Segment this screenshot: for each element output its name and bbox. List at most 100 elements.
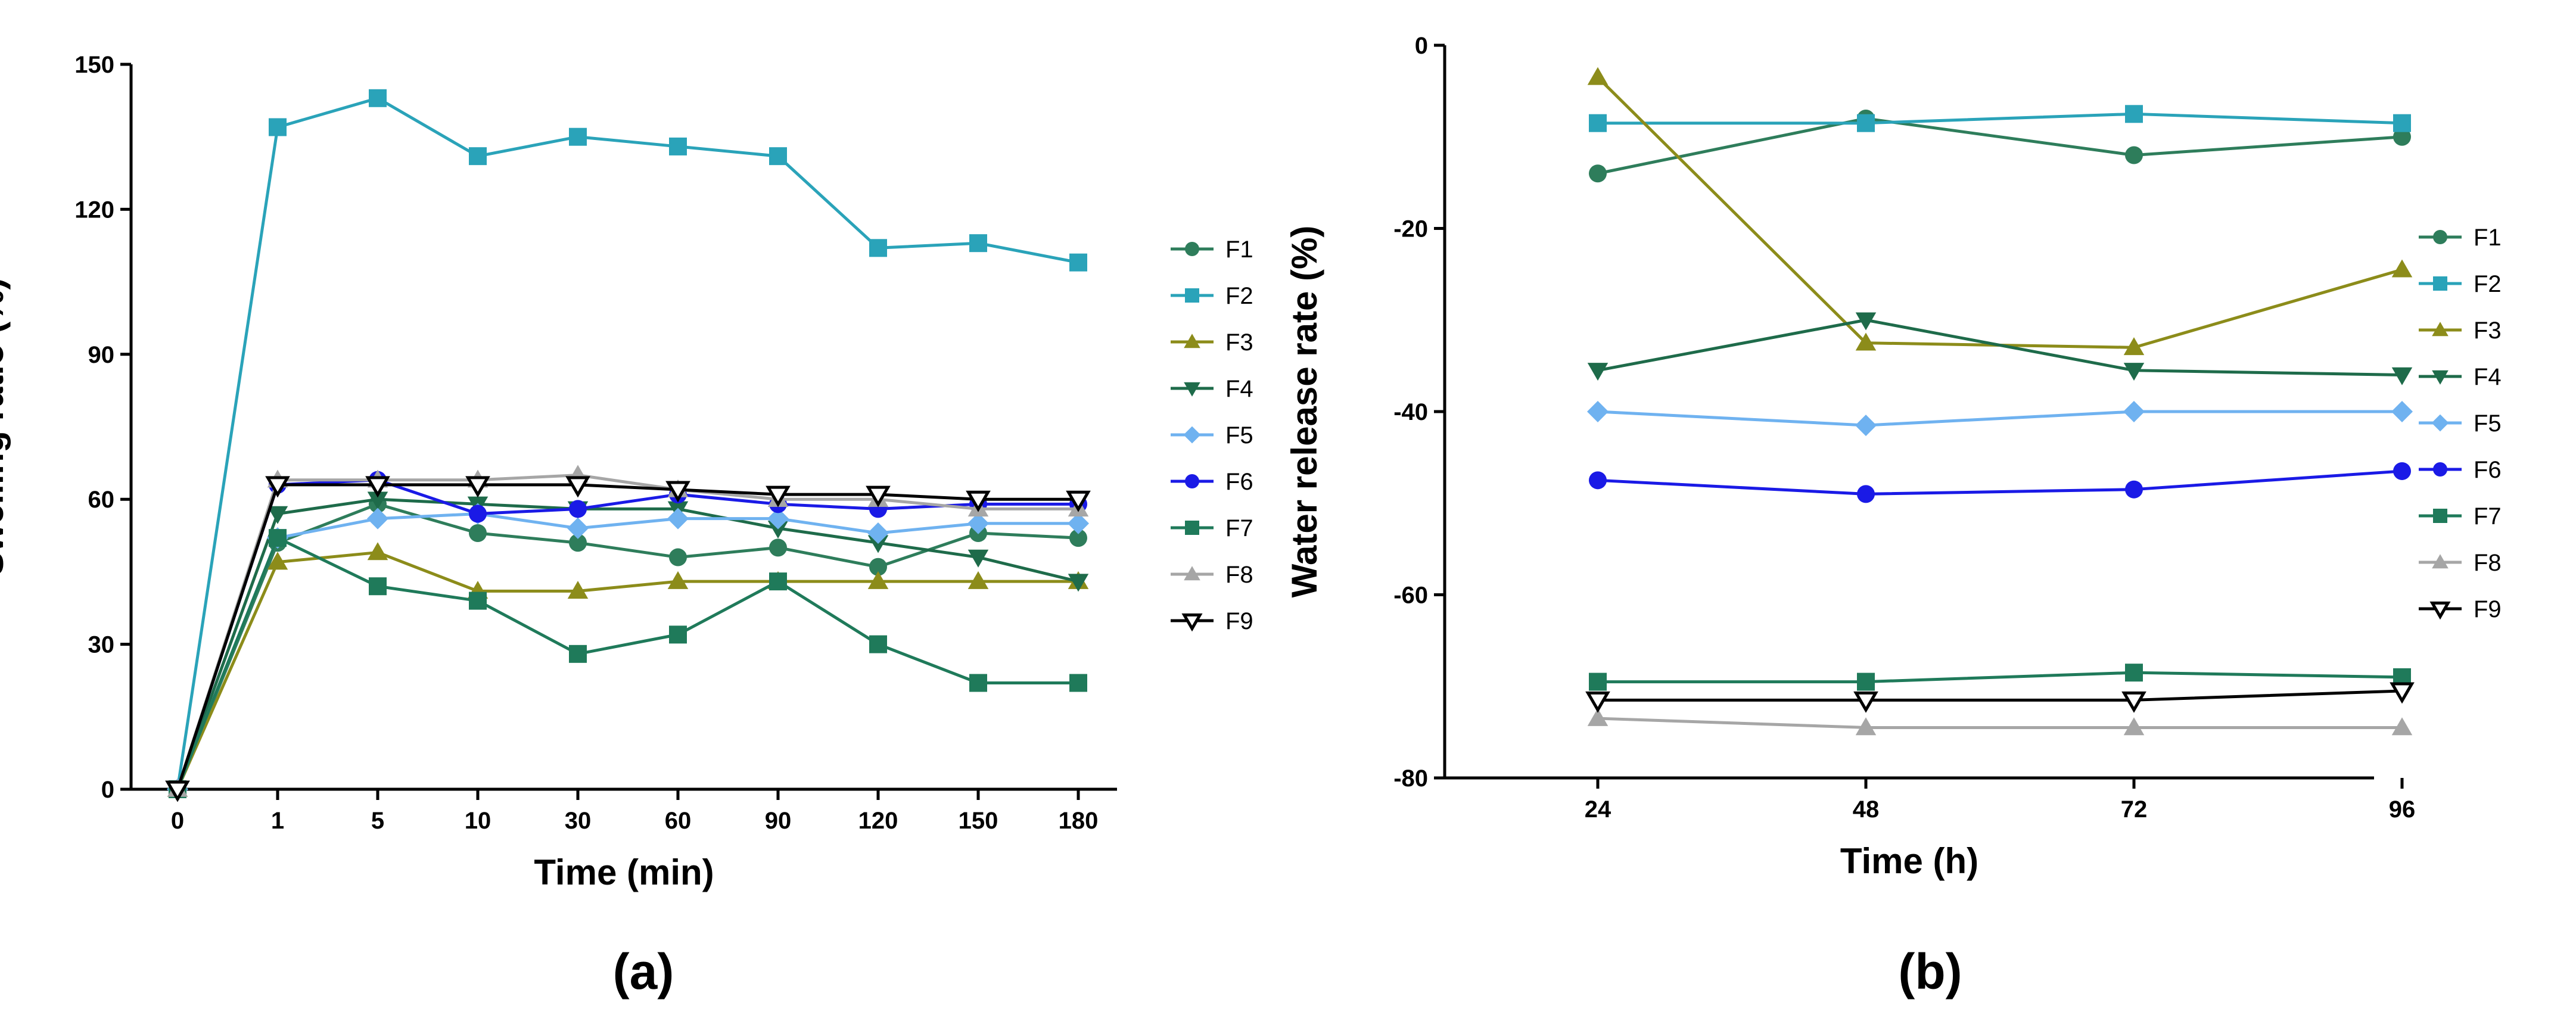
data-point-F5 bbox=[2123, 401, 2145, 422]
y-tick-label: 90 bbox=[88, 342, 115, 368]
x-tick-label: 180 bbox=[1059, 808, 1099, 834]
legend-label: F1 bbox=[1225, 236, 1253, 263]
series-F3 bbox=[1588, 67, 2413, 356]
y-tick-label: -20 bbox=[1393, 216, 1428, 242]
x-tick-label: 96 bbox=[2389, 796, 2416, 823]
legend-item-F2: F2 bbox=[1171, 283, 1253, 309]
x-tick-label: 90 bbox=[765, 808, 792, 834]
legend-label: F9 bbox=[1225, 608, 1253, 634]
data-point-F5 bbox=[2391, 401, 2413, 422]
series-F5 bbox=[167, 503, 1089, 800]
data-point-F1 bbox=[669, 549, 687, 566]
legend-marker bbox=[2433, 509, 2447, 523]
legend-marker bbox=[2433, 230, 2447, 244]
y-tick-label: 0 bbox=[101, 777, 114, 803]
legend-label: F8 bbox=[2474, 550, 2502, 576]
legend-item-F4: F4 bbox=[1171, 376, 1253, 402]
series-line-F1 bbox=[178, 504, 1078, 789]
legend-label: F1 bbox=[2474, 225, 2502, 251]
series-F6 bbox=[1589, 462, 2411, 503]
x-tick-label: 48 bbox=[1853, 796, 1880, 823]
data-point-F1 bbox=[1589, 164, 1607, 182]
legend-item-F6: F6 bbox=[1171, 469, 1253, 495]
data-point-F5 bbox=[1587, 401, 1609, 422]
legend-item-F8: F8 bbox=[1171, 562, 1253, 588]
legend-label: F6 bbox=[2474, 457, 2502, 483]
legend-item-F4: F4 bbox=[2419, 364, 2502, 390]
series-line-F6 bbox=[1598, 471, 2402, 494]
data-point-F4 bbox=[1588, 363, 1609, 381]
legend-item-F7: F7 bbox=[1171, 515, 1253, 541]
legend-label: F5 bbox=[1225, 422, 1253, 449]
legend-label: F2 bbox=[2474, 271, 2502, 297]
legend-item-F9: F9 bbox=[2419, 596, 2502, 622]
x-tick-label: 0 bbox=[171, 808, 184, 834]
series-F9 bbox=[1588, 684, 2412, 710]
y-axis-title: Water release rate (%) bbox=[1284, 226, 1324, 598]
legend-label: F2 bbox=[1225, 283, 1253, 309]
data-point-F2 bbox=[669, 138, 687, 155]
data-point-F1 bbox=[769, 538, 787, 556]
legend-item-F9: F9 bbox=[1171, 608, 1253, 634]
data-point-F2 bbox=[1069, 254, 1087, 272]
y-tick-label: 150 bbox=[74, 52, 114, 78]
panel-label: (b) bbox=[1898, 944, 1962, 1000]
series-line-F4 bbox=[1598, 320, 2402, 375]
legend-marker bbox=[1184, 615, 1200, 628]
series-F4 bbox=[1588, 313, 2413, 385]
legend-item-F7: F7 bbox=[2419, 503, 2502, 530]
data-point-F7 bbox=[869, 636, 887, 653]
y-tick-label: -40 bbox=[1393, 399, 1428, 425]
series-line-F2 bbox=[178, 98, 1078, 789]
legend-item-F1: F1 bbox=[1171, 236, 1253, 263]
legend-label: F5 bbox=[2474, 410, 2502, 437]
data-point-F6 bbox=[1857, 485, 1875, 503]
data-point-F2 bbox=[469, 147, 487, 165]
y-tick-label: 0 bbox=[1415, 33, 1428, 59]
x-tick-label: 30 bbox=[565, 808, 592, 834]
y-axis-title: Swelling ratio (%) bbox=[0, 278, 11, 575]
legend-label: F8 bbox=[1225, 562, 1253, 588]
panel-a-chart: 0 30 60 90 120 150 0 1 5 10 30 60 90 120 150 180 Time (m… bbox=[0, 52, 1253, 1000]
data-point-F1 bbox=[2125, 147, 2143, 164]
legend-marker bbox=[2433, 276, 2447, 291]
data-point-F2 bbox=[569, 128, 587, 146]
y-tick-label: 120 bbox=[74, 197, 114, 223]
x-tick-label: 5 bbox=[371, 808, 384, 834]
series-F3 bbox=[167, 542, 1089, 797]
data-point-F3 bbox=[368, 542, 388, 560]
series-line-F7 bbox=[1598, 672, 2402, 681]
data-point-F3 bbox=[1588, 67, 1609, 85]
data-point-F2 bbox=[369, 89, 387, 107]
data-point-F7 bbox=[1857, 673, 1875, 691]
data-point-F7 bbox=[1069, 674, 1087, 692]
legend-marker bbox=[2433, 462, 2447, 477]
legend-item-F5: F5 bbox=[1171, 422, 1253, 449]
data-point-F7 bbox=[769, 572, 787, 590]
legend-label: F3 bbox=[1225, 329, 1253, 356]
legend-item-F2: F2 bbox=[2419, 271, 2502, 297]
data-point-F2 bbox=[2393, 114, 2411, 132]
data-point-F5 bbox=[1855, 415, 1877, 436]
data-point-F6 bbox=[2393, 462, 2411, 480]
series-line-F1 bbox=[1598, 119, 2402, 173]
legend-marker bbox=[1185, 242, 1199, 256]
legend-item-F3: F3 bbox=[2419, 317, 2502, 344]
data-point-F2 bbox=[1589, 114, 1607, 132]
legend-marker bbox=[2432, 415, 2449, 432]
series-line-F2 bbox=[1598, 114, 2402, 123]
legend-label: F7 bbox=[2474, 503, 2502, 530]
data-point-F2 bbox=[2125, 105, 2143, 123]
legend-marker bbox=[1185, 521, 1199, 535]
data-point-F7 bbox=[2125, 664, 2143, 681]
figure-canvas: 03060901201500 1 5 10 30 60 90 120 150 180Time (m… bbox=[0, 0, 2576, 1015]
data-point-F6 bbox=[1589, 471, 1607, 489]
x-tick-label: 10 bbox=[465, 808, 491, 834]
series-F5 bbox=[1587, 401, 2413, 436]
x-tick-label: 72 bbox=[2121, 796, 2148, 823]
legend-item-F3: F3 bbox=[1171, 329, 1253, 356]
data-point-F5 bbox=[367, 508, 388, 530]
series-F7 bbox=[1589, 664, 2411, 690]
series-line-F5 bbox=[1598, 412, 2402, 425]
series-F1 bbox=[169, 495, 1087, 798]
